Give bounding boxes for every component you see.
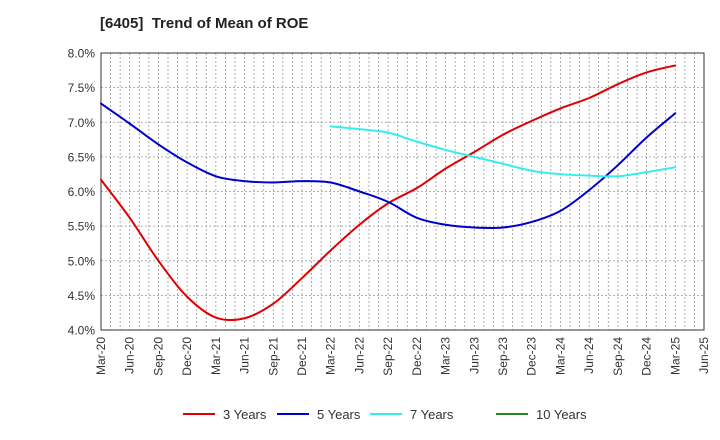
y-tick-label: 4.0% [68,324,96,338]
x-tick-label: Mar-22 [324,337,338,375]
x-tick-label: Sep-20 [151,337,165,376]
series-line-5-years [100,102,677,230]
y-tick-label: 4.5% [68,289,96,303]
legend-label-5-years: 5 Years [317,407,361,422]
x-tick-label: Mar-23 [439,337,453,375]
x-tick-label: Mar-21 [209,337,223,375]
x-tick-label: Sep-24 [611,337,625,376]
y-tick-label: 5.0% [68,254,96,268]
series-line-7-years [329,125,677,178]
x-tick-label: Dec-20 [180,337,194,376]
x-tick-label: Jun-25 [697,337,711,374]
legend-label-10-years: 10 Years [536,407,587,422]
y-tick-label: 7.0% [68,116,96,130]
y-tick-label: 5.5% [68,220,96,234]
x-tick-label: Mar-20 [94,337,108,375]
x-tick-label: Jun-21 [238,337,252,374]
x-tick-label: Jun-24 [582,337,596,374]
x-tick-label: Dec-23 [525,337,539,376]
legend-label-7-years: 7 Years [410,407,454,422]
x-tick-label: Mar-24 [553,337,567,375]
legend-label-3-years: 3 Years [223,407,267,422]
x-tick-label: Sep-23 [496,337,510,376]
plot-border [100,52,705,331]
x-tick-label: Sep-22 [381,337,395,376]
y-tick-label: 6.5% [68,150,96,164]
x-tick-label: Jun-20 [123,337,137,374]
x-tick-label: Dec-22 [410,337,424,376]
chart-title: [6405] Trend of Mean of ROE [100,15,309,32]
x-tick-label: Dec-21 [295,337,309,376]
series-line-3-years [100,64,677,322]
x-tick-label: Jun-23 [467,337,481,374]
x-tick-label: Jun-22 [352,337,366,374]
x-tick-label: Dec-24 [640,337,654,376]
x-tick-label: Sep-21 [266,337,280,376]
x-tick-label: Mar-25 [668,337,682,375]
y-tick-label: 8.0% [68,47,96,61]
y-tick-label: 6.0% [68,185,96,199]
y-tick-label: 7.5% [68,81,96,95]
